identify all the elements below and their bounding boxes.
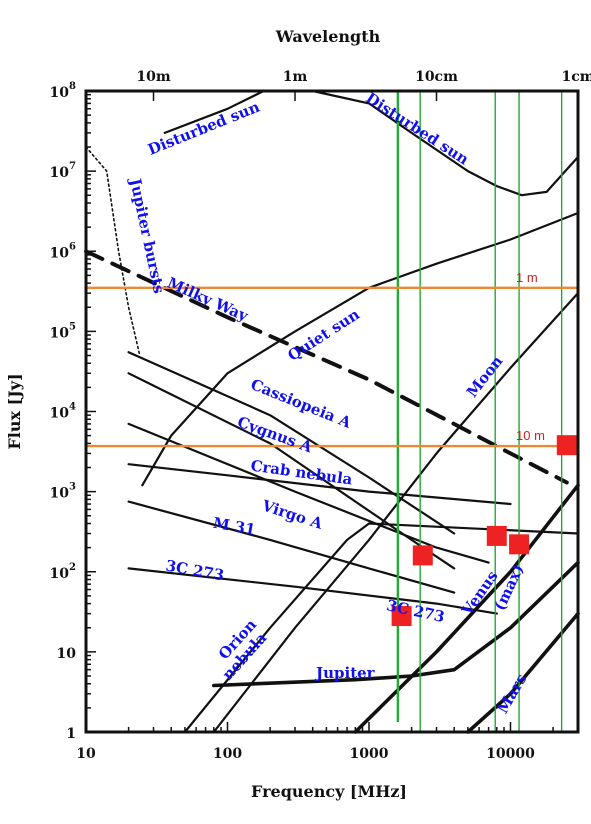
curves-layer (84, 89, 580, 734)
x-tick-label: 1000 (350, 746, 389, 762)
curve-m-31-10 (127, 422, 490, 564)
axes-layer: 10 100 1000 1000011010210310410510610710810… (50, 69, 591, 762)
source-label-mars: Mars (494, 671, 531, 717)
curve-virgo-a-9 (127, 500, 456, 594)
marker-square (486, 525, 507, 546)
y-tick-label: 1 (66, 726, 76, 742)
curve-venus-max-14 (353, 483, 580, 734)
marker-square (412, 545, 433, 566)
y-tick-label: 103 (50, 482, 76, 502)
source-label-jupiter-bursts: Jupiter bursts (126, 175, 168, 295)
curve-disturbed-sun-1 (311, 89, 580, 197)
overlay-layer: 1 m 10 m (86, 91, 578, 732)
source-label-jupiter: Jupiter (314, 664, 376, 682)
source-label-3c-273: 3C 273 (164, 557, 225, 585)
marker-square (509, 534, 530, 555)
curve-jupiter-bursts-2 (85, 146, 141, 357)
curve-moon-5 (212, 292, 580, 734)
source-label-milky-way: Milky Way (165, 274, 252, 326)
horizontal-reference-label: 10 m (516, 428, 545, 443)
curve-crab-nebula-8 (127, 463, 512, 506)
y-tick-label: 102 (50, 562, 76, 582)
y-tick-label: 107 (50, 161, 76, 181)
y-axis-title: Flux [Jy] (5, 373, 24, 449)
curve-3c-273-11 (127, 567, 498, 615)
y-tick-label: 10 (57, 646, 77, 662)
top-axis-title: Wavelength (275, 27, 381, 46)
marker-square (391, 606, 412, 627)
y-tick-label: 105 (50, 321, 76, 341)
horizontal-reference-label: 1 m (516, 270, 538, 285)
y-tick-label: 108 (50, 81, 76, 101)
top-tick-label: 10cm (415, 69, 458, 85)
top-tick-label: 10m (136, 69, 170, 85)
top-tick-label: 1m (283, 69, 308, 85)
source-label-virgo-a: Virgo A (259, 496, 325, 533)
top-tick-label: 1cm (561, 69, 591, 85)
curve-disturbed-sun-0 (163, 89, 265, 134)
source-label-disturbed-sun: Disturbed sun (363, 89, 473, 169)
curve-jupiter-13 (212, 560, 580, 688)
y-tick-label: 106 (50, 241, 76, 261)
curve-orion-nebula-12 (183, 522, 580, 734)
source-label-moon: Moon (463, 352, 506, 401)
curve-mars-15 (466, 611, 580, 734)
source-label-disturbed-sun: Disturbed sun (145, 98, 262, 159)
curve-quiet-sun-4 (141, 211, 580, 487)
curve-milky-way-3 (84, 249, 569, 485)
x-tick-label: 100 (213, 746, 242, 762)
x-tick-label: 10000 (486, 746, 535, 762)
y-tick-label: 104 (50, 402, 76, 422)
x-tick-label: 10 (76, 746, 96, 762)
x-axis-title: Frequency [MHz] (251, 782, 407, 801)
marker-square (556, 435, 577, 456)
source-label-m-31: M 31 (212, 514, 257, 539)
curve-cygnus-a-7 (127, 372, 456, 570)
